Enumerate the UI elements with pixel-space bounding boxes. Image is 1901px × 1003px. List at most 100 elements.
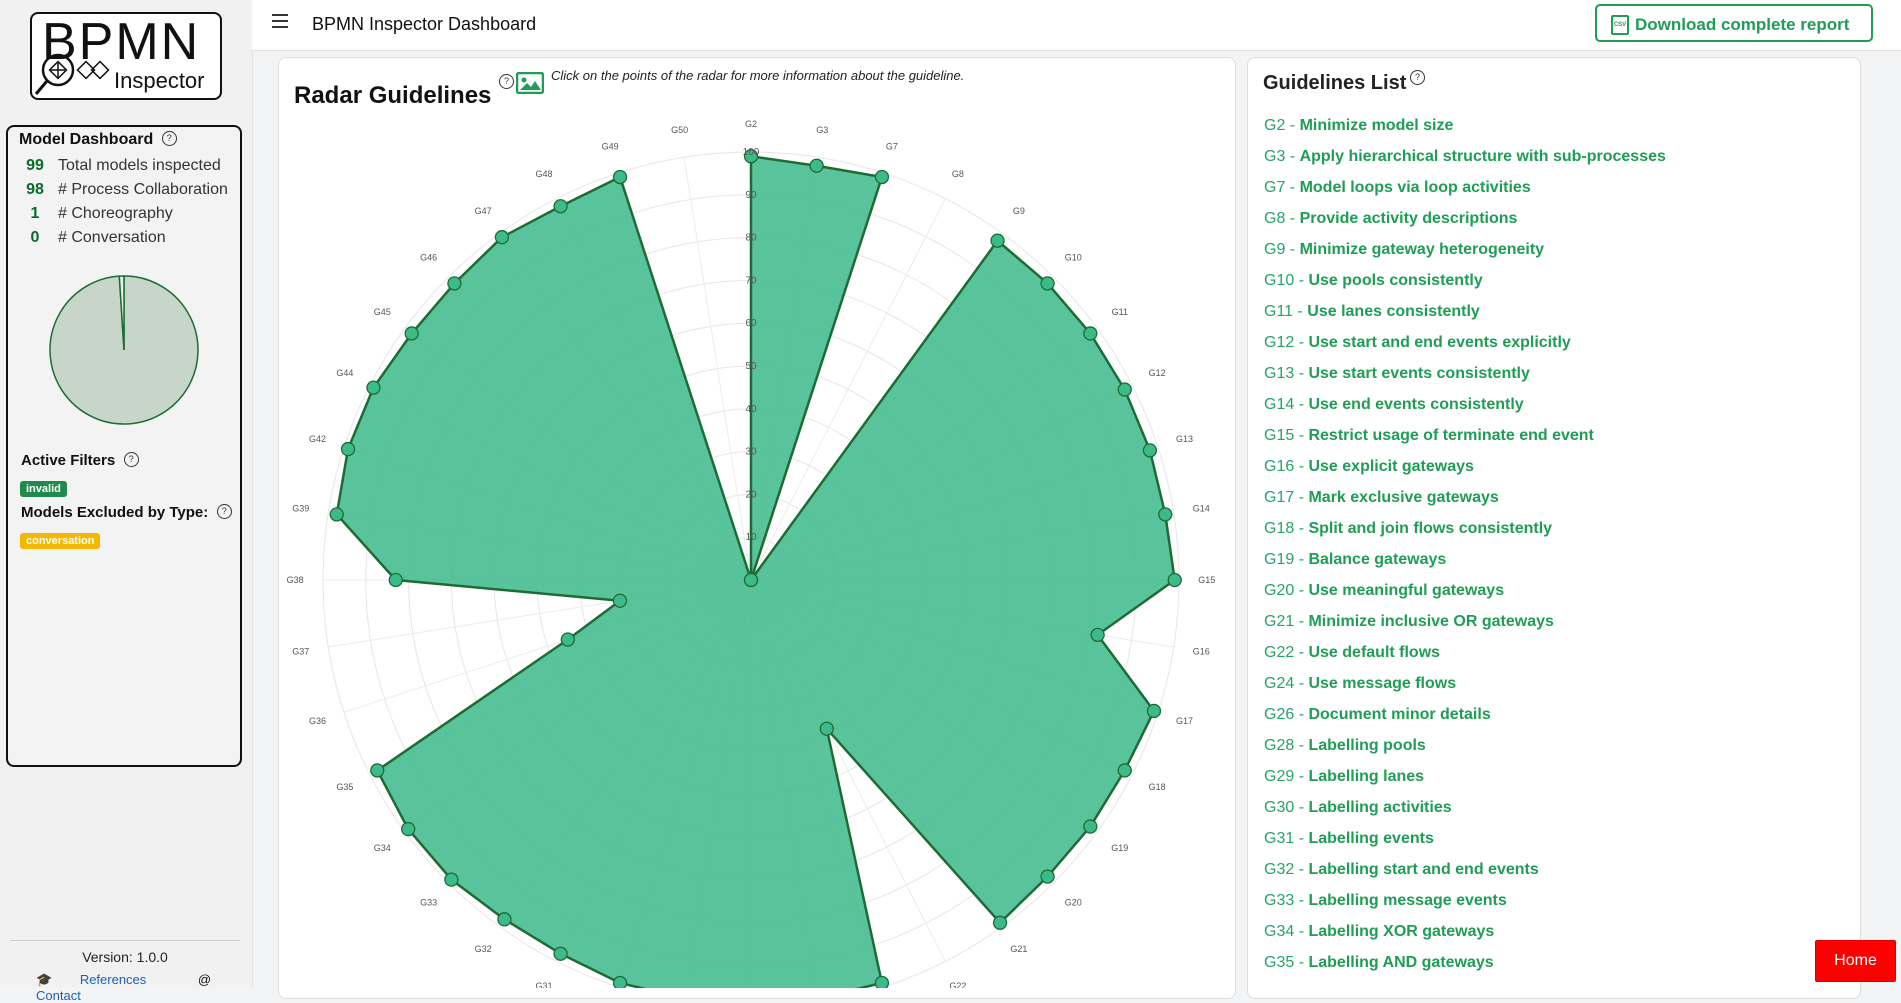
guideline-item-g35[interactable]: G35 - Labelling AND gateways <box>1264 953 1666 984</box>
hamburger-menu-icon[interactable] <box>272 14 288 28</box>
radar-point-g39[interactable] <box>329 507 344 522</box>
radar-point-g24[interactable] <box>874 975 890 988</box>
radar-point-g17[interactable] <box>1146 703 1162 719</box>
radar-point-g37[interactable] <box>612 593 628 608</box>
guideline-item-g29[interactable]: G29 - Labelling lanes <box>1264 767 1666 798</box>
guideline-separator: - <box>1285 241 1300 258</box>
help-icon[interactable]: ? <box>216 504 232 519</box>
radar-point-g35[interactable] <box>370 763 385 778</box>
guideline-item-g8[interactable]: G8 - Provide activity descriptions <box>1264 209 1666 240</box>
radar-point-g9[interactable] <box>990 233 1005 248</box>
radar-point-g47[interactable] <box>494 230 510 245</box>
guideline-item-g33[interactable]: G33 - Labelling message events <box>1264 891 1666 922</box>
guideline-name: Use end events consistently <box>1308 396 1524 413</box>
radar-point-g34[interactable] <box>401 821 416 837</box>
guideline-code: G30 <box>1264 799 1295 816</box>
radar-axis-label: G39 <box>292 504 309 514</box>
help-icon[interactable]: ? <box>161 131 177 146</box>
radar-point-g42[interactable] <box>340 441 356 457</box>
guideline-item-g11[interactable]: G11 - Use lanes consistently <box>1264 302 1666 333</box>
guideline-item-g21[interactable]: G21 - Minimize inclusive OR gateways <box>1264 612 1666 643</box>
guideline-item-g12[interactable]: G12 - Use start and end events explicitl… <box>1264 333 1666 364</box>
radar-tick-label: 100 <box>743 147 760 158</box>
help-icon[interactable]: ? <box>499 74 514 89</box>
guideline-code: G8 <box>1264 210 1286 227</box>
radar-title: Radar Guidelines <box>294 82 492 109</box>
radar-point-g50[interactable] <box>743 572 759 588</box>
radar-point-g32[interactable] <box>497 912 512 927</box>
radar-point-g36[interactable] <box>560 632 575 647</box>
filter-badge-invalid[interactable]: invalid <box>20 481 67 497</box>
guideline-separator: - <box>1294 551 1309 568</box>
radar-point-g46[interactable] <box>447 276 462 291</box>
dashboard-title: Model Dashboard <box>19 131 154 148</box>
pie-slice[interactable] <box>118 275 125 351</box>
radar-point-g11[interactable] <box>1083 326 1098 341</box>
guideline-item-g20[interactable]: G20 - Use meaningful gateways <box>1264 581 1666 612</box>
radar-point-g7[interactable] <box>874 169 890 185</box>
home-button[interactable]: Home <box>1815 940 1896 982</box>
radar-point-g15[interactable] <box>1167 572 1182 588</box>
radar-area[interactable] <box>335 155 1176 988</box>
references-link[interactable]: 🎓 References <box>36 972 174 987</box>
app-logo[interactable]: BPMN Inspector <box>30 12 222 100</box>
guideline-item-g2[interactable]: G2 - Minimize model size <box>1264 116 1666 147</box>
guideline-item-g15[interactable]: G15 - Restrict usage of terminate end ev… <box>1264 426 1666 457</box>
radar-tick-label: 60 <box>745 318 757 329</box>
radar-point-g20[interactable] <box>1040 869 1055 884</box>
radar-point-g49[interactable] <box>612 169 628 185</box>
guideline-item-g28[interactable]: G28 - Labelling pools <box>1264 736 1666 767</box>
radar-point-g31[interactable] <box>553 946 568 961</box>
radar-point-g45[interactable] <box>404 326 419 341</box>
help-icon[interactable]: ? <box>123 452 139 467</box>
guideline-item-g14[interactable]: G14 - Use end events consistently <box>1264 395 1666 426</box>
guideline-item-g18[interactable]: G18 - Split and join flows consistently <box>1264 519 1666 550</box>
guideline-item-g17[interactable]: G17 - Mark exclusive gateways <box>1264 488 1666 519</box>
radar-point-g3[interactable] <box>809 158 824 173</box>
guideline-item-g34[interactable]: G34 - Labelling XOR gateways <box>1264 922 1666 953</box>
image-download-icon[interactable] <box>516 72 544 94</box>
guideline-item-g24[interactable]: G24 - Use message flows <box>1264 674 1666 705</box>
radar-chart[interactable]: G2 G3 G7 G8 G9 G10 G11 G12 G13 G14 G15 G16 G17 G18 G19… <box>279 58 1235 988</box>
download-report-button[interactable]: CSV Download complete report <box>1595 4 1873 42</box>
radar-point-g14[interactable] <box>1158 507 1173 522</box>
radar-point-g19[interactable] <box>1083 819 1098 834</box>
guideline-item-g22[interactable]: G22 - Use default flows <box>1264 643 1666 674</box>
radar-axis-label: G14 <box>1193 504 1210 514</box>
radar-axis-label: G19 <box>1111 843 1128 853</box>
guideline-item-g13[interactable]: G13 - Use start events consistently <box>1264 364 1666 395</box>
guideline-item-g32[interactable]: G32 - Labelling start and end events <box>1264 860 1666 891</box>
radar-point-g10[interactable] <box>1040 276 1055 291</box>
stat-total: 99 Total models inspected <box>20 157 221 175</box>
guideline-item-g9[interactable]: G9 - Minimize gateway heterogeneity <box>1264 240 1666 271</box>
radar-point-g48[interactable] <box>553 199 568 214</box>
guideline-item-g30[interactable]: G30 - Labelling activities <box>1264 798 1666 829</box>
help-icon[interactable]: ? <box>1410 70 1425 85</box>
guideline-item-g19[interactable]: G19 - Balance gateways <box>1264 550 1666 581</box>
radar-point-g22[interactable] <box>819 721 834 736</box>
radar-axis-label: G16 <box>1193 646 1210 656</box>
guideline-item-g7[interactable]: G7 - Model loops via loop activities <box>1264 178 1666 209</box>
guideline-item-g31[interactable]: G31 - Labelling events <box>1264 829 1666 860</box>
guideline-item-g3[interactable]: G3 - Apply hierarchical structure with s… <box>1264 147 1666 178</box>
guideline-code: G13 <box>1264 365 1295 382</box>
radar-point-g16[interactable] <box>1090 627 1105 643</box>
radar-point-g18[interactable] <box>1117 763 1132 778</box>
radar-point-g2[interactable] <box>743 149 759 164</box>
radar-point-g38[interactable] <box>388 572 403 588</box>
radar-point-g13[interactable] <box>1142 443 1158 458</box>
radar-point-g30[interactable] <box>612 975 628 988</box>
guideline-code: G9 <box>1264 241 1286 258</box>
radar-point-g33[interactable] <box>444 872 459 887</box>
guideline-name: Minimize inclusive OR gateways <box>1308 613 1554 630</box>
excluded-badge-conversation[interactable]: conversation <box>20 533 101 549</box>
guideline-item-g10[interactable]: G10 - Use pools consistently <box>1264 271 1666 302</box>
radar-point-g12[interactable] <box>1117 382 1132 397</box>
guideline-item-g26[interactable]: G26 - Document minor details <box>1264 705 1666 736</box>
radar-point-g21[interactable] <box>992 915 1008 930</box>
models-pie-chart[interactable] <box>46 272 202 428</box>
guideline-item-g16[interactable]: G16 - Use explicit gateways <box>1264 457 1666 488</box>
guideline-name: Labelling AND gateways <box>1308 954 1494 971</box>
radar-point-g44[interactable] <box>366 380 381 395</box>
stat-label: # Conversation <box>58 229 166 246</box>
